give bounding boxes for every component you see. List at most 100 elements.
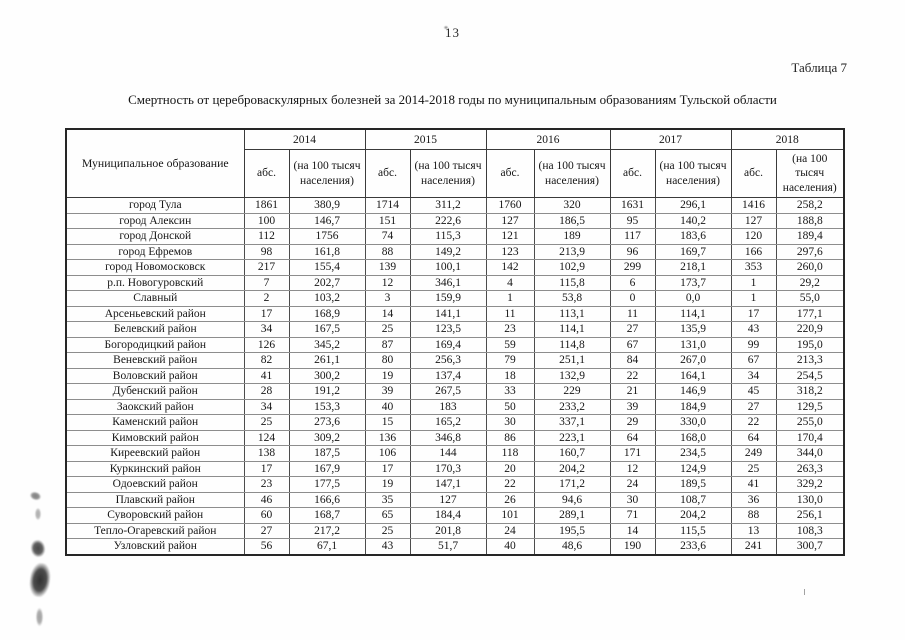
rate-value: 187,5 <box>288 445 366 462</box>
rate-value: 167,9 <box>288 460 366 477</box>
rate-value: 233,6 <box>654 538 732 555</box>
subheader-rate: (на 100 тысяч населения) <box>775 149 845 198</box>
table-row: Узловский район 56 67,1 43 51,7 40 48,6 190 233,… <box>65 538 845 555</box>
rate-value: 144 <box>409 445 487 462</box>
scan-smudge <box>36 608 43 626</box>
table-row: Плавский район 46 166,6 35 127 26 94,6 30 108,7 3… <box>65 491 845 508</box>
abs-value: 142 <box>485 259 535 276</box>
rate-value: 155,4 <box>288 259 366 276</box>
abs-value: 1 <box>730 274 777 291</box>
rate-value: 188,8 <box>775 212 845 229</box>
abs-value: 82 <box>243 352 290 369</box>
abs-value: 1714 <box>364 197 411 214</box>
abs-value: 46 <box>243 491 290 508</box>
abs-value: 71 <box>609 507 656 524</box>
scan-smudge <box>27 561 53 599</box>
abs-value: 39 <box>609 398 656 415</box>
rate-value: 300,2 <box>288 367 366 384</box>
rate-value: 260,0 <box>775 259 845 276</box>
table-row: Богородицкий район 126 345,2 87 169,4 59 114,8… <box>65 336 845 353</box>
rate-value: 114,1 <box>654 305 732 322</box>
municipality-name: Богородицкий район <box>65 336 245 353</box>
abs-value: 23 <box>485 321 535 338</box>
rate-value: 346,1 <box>409 274 487 291</box>
rate-value: 168,7 <box>288 507 366 524</box>
abs-value: 139 <box>364 259 411 276</box>
rate-value: 103,2 <box>288 290 366 307</box>
rate-value: 183,6 <box>654 228 732 245</box>
abs-value: 124 <box>243 429 290 446</box>
rate-value: 160,7 <box>533 445 611 462</box>
rate-value: 189,4 <box>775 228 845 245</box>
rate-value: 108,3 <box>775 522 845 539</box>
rate-value: 222,6 <box>409 212 487 229</box>
table-row: Славный 2 103,2 3 159,9 1 53,8 0 0,0 1 55,0 <box>65 290 845 307</box>
scan-smudge <box>29 538 47 559</box>
rate-value: 102,9 <box>533 259 611 276</box>
table-row: город Алексин 100 146,7 151 222,6 127 186,5 95 1… <box>65 212 845 229</box>
abs-value: 11 <box>609 305 656 322</box>
municipality-name: Каменский район <box>65 414 245 431</box>
rate-value: 186,5 <box>533 212 611 229</box>
rate-value: 380,9 <box>288 197 366 214</box>
rate-value: 220,9 <box>775 321 845 338</box>
rate-value: 94,6 <box>533 491 611 508</box>
rate-value: 346,8 <box>409 429 487 446</box>
rate-value: 127 <box>409 491 487 508</box>
table-row: Киреевский район 138 187,5 106 144 118 160,7 17… <box>65 445 845 462</box>
abs-value: 30 <box>609 491 656 508</box>
abs-value: 43 <box>730 321 777 338</box>
municipality-name: Узловский район <box>65 538 245 555</box>
rate-value: 213,3 <box>775 352 845 369</box>
abs-value: 34 <box>730 367 777 384</box>
abs-value: 25 <box>730 460 777 477</box>
rate-value: 123,5 <box>409 321 487 338</box>
abs-value: 1760 <box>485 197 535 214</box>
abs-value: 60 <box>243 507 290 524</box>
municipality-name: город Новомосковск <box>65 259 245 276</box>
rate-value: 318,2 <box>775 383 845 400</box>
municipality-name: Арсеньевский район <box>65 305 245 322</box>
rate-value: 129,5 <box>775 398 845 415</box>
rate-value: 267,5 <box>409 383 487 400</box>
rate-value: 202,7 <box>288 274 366 291</box>
table-row: Дубенский район 28 191,2 39 267,5 33 229 21 146,… <box>65 383 845 400</box>
municipality-name: Славный <box>65 290 245 307</box>
rate-value: 165,2 <box>409 414 487 431</box>
abs-value: 95 <box>609 212 656 229</box>
rate-value: 191,2 <box>288 383 366 400</box>
rate-value: 147,1 <box>409 476 487 493</box>
table-row: город Тула 1861 380,9 1714 311,2 1760 320 1631 2… <box>65 197 845 214</box>
abs-value: 36 <box>730 491 777 508</box>
document-title: Смертность от цереброваскулярных болезне… <box>128 92 777 107</box>
rate-value: 140,2 <box>654 212 732 229</box>
table-body: город Тула 1861 380,9 1714 311,2 1760 320 1631 2… <box>65 197 845 555</box>
table-row: Тепло-Огаревский район 27 217,2 25 201,8 24 19… <box>65 522 845 539</box>
abs-value: 25 <box>364 321 411 338</box>
rate-value: 132,9 <box>533 367 611 384</box>
table-row: город Ефремов 98 161,8 88 149,2 123 213,9 96 169… <box>65 243 845 260</box>
rate-value: 300,7 <box>775 538 845 555</box>
abs-value: 118 <box>485 445 535 462</box>
abs-value: 65 <box>364 507 411 524</box>
abs-value: 126 <box>243 336 290 353</box>
abs-value: 123 <box>485 243 535 260</box>
abs-value: 74 <box>364 228 411 245</box>
abs-value: 101 <box>485 507 535 524</box>
rate-value: 67,1 <box>288 538 366 555</box>
rate-value: 137,4 <box>409 367 487 384</box>
table-row: Куркинский район 17 167,9 17 170,3 20 204,2 12 1… <box>65 460 845 477</box>
rate-value: 183 <box>409 398 487 415</box>
abs-value: 1631 <box>609 197 656 214</box>
rate-value: 256,1 <box>775 507 845 524</box>
scan-smudge <box>804 589 805 595</box>
abs-value: 50 <box>485 398 535 415</box>
abs-value: 21 <box>609 383 656 400</box>
rate-value: 337,1 <box>533 414 611 431</box>
abs-value: 190 <box>609 538 656 555</box>
abs-value: 138 <box>243 445 290 462</box>
rate-value: 173,7 <box>654 274 732 291</box>
abs-value: 41 <box>730 476 777 493</box>
municipality-name: Одоевский район <box>65 476 245 493</box>
abs-value: 24 <box>485 522 535 539</box>
